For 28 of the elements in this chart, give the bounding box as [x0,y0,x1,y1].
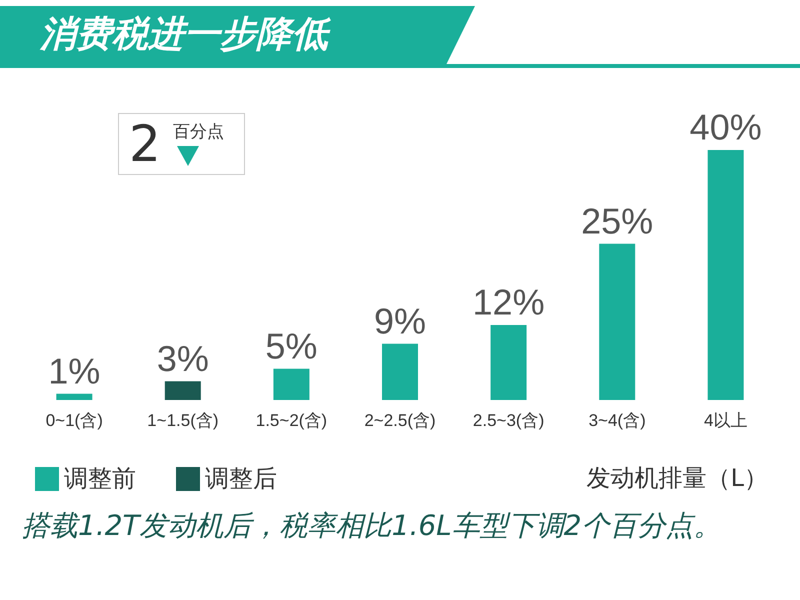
x-tick-label: 1~1.5(含) [147,411,219,430]
x-tick-label: 4以上 [704,411,748,430]
x-tick-label: 1.5~2(含) [256,411,328,430]
x-tick-label: 2.5~3(含) [472,411,544,430]
text: 搭载1.2T发动机后，税率相比1.6L车型下调2个百分点。 [22,508,723,544]
x-tick-label: 0~1(含) [46,411,103,430]
legend-label: 调整后 [205,466,277,492]
bar [708,150,744,400]
x-axis-title: 发动机排量（L） [586,463,768,494]
legend-label: 调整前 [64,466,136,492]
data-label: 3% [156,338,209,379]
bar [490,325,527,400]
x-tick-label: 3~4(含) [588,411,646,430]
bar [273,368,310,400]
data-label: 1% [48,350,100,392]
data-label: 25% [581,200,654,242]
data-label: 5% [265,325,318,366]
x-tick-label: 2~2.5(含) [364,411,436,430]
bar [382,344,418,400]
data-label: 40% [690,106,762,148]
bar [56,394,92,400]
bar [164,381,201,400]
chart-title: 消费税进一步降低 [0,6,475,64]
text: 百分点 [173,121,224,143]
data-label: 9% [374,300,426,342]
data-label: 12% [472,282,545,322]
bar [599,244,636,400]
annotation: 2 [129,114,161,174]
